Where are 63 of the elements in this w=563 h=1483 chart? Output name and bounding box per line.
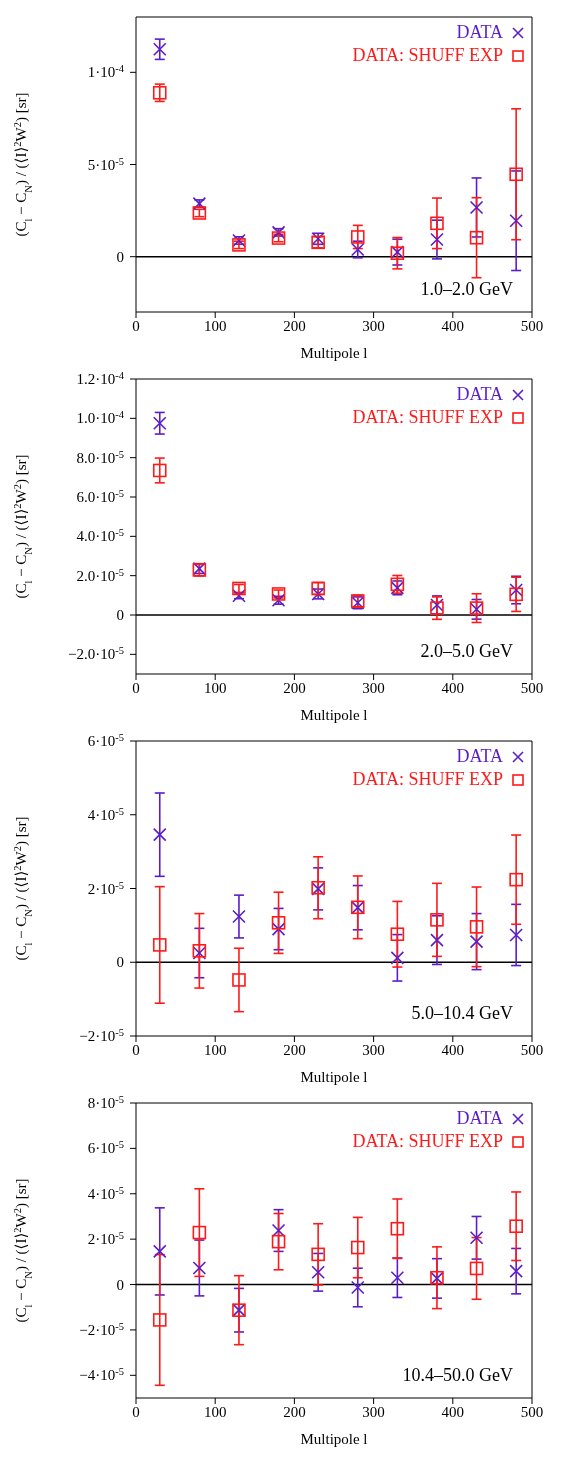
x-tick-label: 0 — [132, 679, 140, 696]
x-tick-label: 300 — [362, 679, 385, 696]
y-tick-label: 5·10$^{-5}$ — [87, 155, 124, 173]
y-tick-label: −4·10$^{-5}$ — [79, 1365, 124, 1384]
y-tick-label: 1.0·10$^{-4}$ — [76, 408, 125, 427]
annotation: 2.0–5.0 GeV — [420, 641, 513, 662]
y-tick-label: −2·10$^{-5}$ — [79, 1026, 124, 1044]
x-tick-label: 200 — [283, 1041, 306, 1058]
x-tick-label: 400 — [441, 1041, 465, 1058]
legend-label: DATA — [456, 22, 503, 43]
y-tick-label: 8.0·10$^{-5}$ — [76, 448, 124, 466]
annotation: 10.4–50.0 GeV — [402, 1365, 513, 1386]
y-tick-label: 2.0·10$^{-5}$ — [76, 566, 124, 584]
y-tick-label: 8·10$^{-5}$ — [87, 1093, 124, 1111]
x-tick-label: 100 — [203, 679, 227, 696]
x-tick-label: 0 — [132, 1403, 140, 1420]
x-tick-label: 0 — [132, 317, 140, 334]
x-tick-label: 400 — [441, 1403, 465, 1420]
x-tick-label: 300 — [362, 1041, 385, 1058]
legend-label: DATA: SHUFF EXP — [352, 45, 503, 66]
x-tick-label: 100 — [203, 317, 227, 334]
x-tick-label: 300 — [362, 1403, 385, 1420]
annotation: 1.0–2.0 GeV — [420, 279, 513, 300]
y-tick-label: 0 — [116, 1276, 124, 1293]
y-tick-label: 0 — [116, 954, 124, 971]
x-tick-label: 100 — [203, 1041, 227, 1058]
y-tick-label: 2·10$^{-5}$ — [87, 879, 124, 897]
x-axis-title: Multipole l — [300, 707, 368, 723]
x-tick-label: 200 — [283, 1403, 306, 1420]
x-tick-label: 400 — [441, 679, 465, 696]
x-axis-title: Multipole l — [300, 345, 368, 361]
y-tick-label: −2.0·10$^{-5}$ — [68, 644, 124, 663]
y-tick-label: 2·10$^{-5}$ — [87, 1229, 124, 1248]
legend-label: DATA — [456, 746, 503, 767]
y-tick-label: 4.0·10$^{-5}$ — [76, 526, 124, 545]
x-tick-label: 400 — [441, 317, 465, 334]
y-tick-label: 1.2·10$^{-4}$ — [76, 369, 125, 387]
x-tick-label: 200 — [283, 679, 306, 696]
x-axis-title: Multipole l — [300, 1069, 368, 1085]
x-tick-label: 500 — [520, 1403, 544, 1420]
y-tick-label: −2·10$^{-5}$ — [79, 1320, 124, 1338]
x-tick-label: 300 — [362, 317, 385, 334]
x-tick-label: 100 — [203, 1403, 227, 1420]
legend-label: DATA — [456, 384, 503, 405]
annotation: 5.0–10.4 GeV — [411, 1003, 513, 1024]
y-tick-label: 4·10$^{-5}$ — [87, 805, 124, 823]
legend-label: DATA — [456, 1108, 503, 1129]
x-tick-label: 500 — [520, 317, 544, 334]
y-tick-label: 6.0·10$^{-5}$ — [76, 487, 124, 505]
x-axis-title: Multipole l — [300, 1431, 368, 1447]
x-tick-label: 500 — [520, 1041, 544, 1058]
x-tick-label: 500 — [520, 679, 544, 696]
x-tick-label: 200 — [283, 317, 306, 334]
y-tick-label: 1·10$^{-4}$ — [87, 62, 125, 81]
x-tick-label: 0 — [132, 1041, 140, 1058]
legend-label: DATA: SHUFF EXP — [352, 769, 503, 790]
y-tick-label: 4·10$^{-5}$ — [87, 1184, 124, 1202]
y-tick-label: 0 — [116, 248, 124, 265]
y-tick-label: 0 — [116, 607, 124, 623]
y-tick-label: 6·10$^{-5}$ — [87, 731, 124, 749]
y-tick-label: 6·10$^{-5}$ — [87, 1138, 124, 1157]
legend-label: DATA: SHUFF EXP — [352, 407, 503, 428]
legend-label: DATA: SHUFF EXP — [352, 1131, 503, 1152]
